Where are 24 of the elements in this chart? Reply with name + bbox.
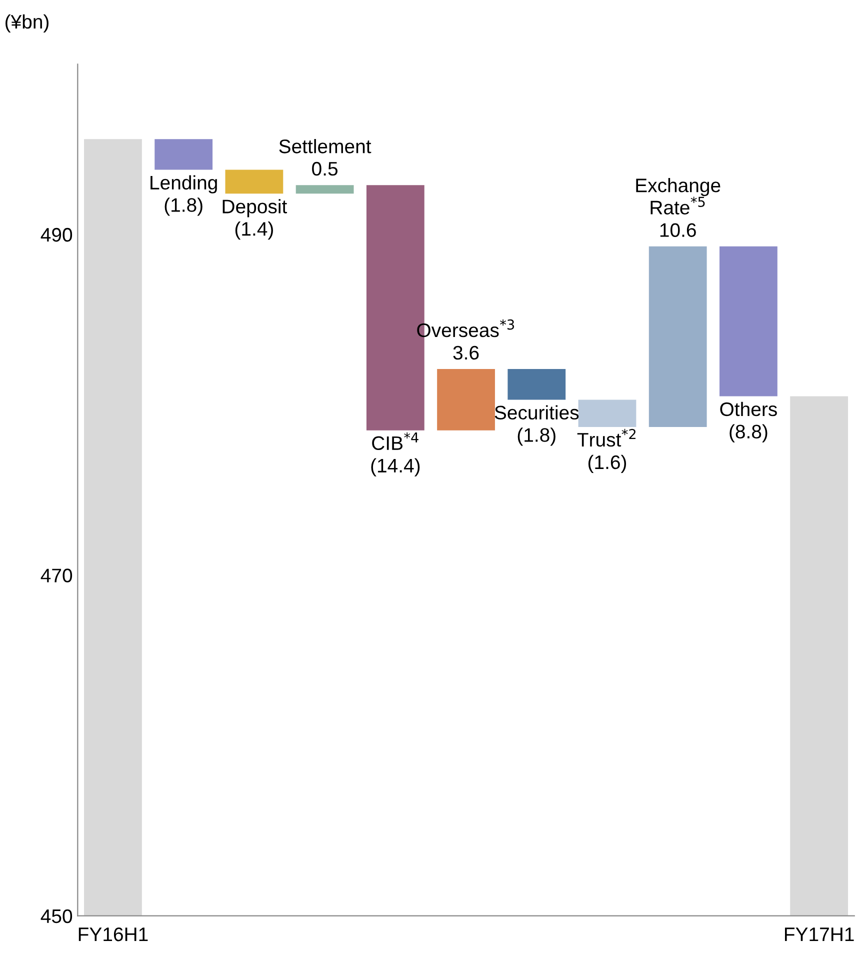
y-tick-label: 470 (40, 568, 72, 582)
bar (508, 369, 566, 400)
x-tick-label: FY17H1 (784, 928, 854, 942)
bar (437, 369, 495, 430)
data-label: Deposit (1.4) (222, 199, 288, 240)
data-label: Exchange Rate$^{*5}$ 10.6 (636, 178, 720, 237)
data-label: Lending (1.8) (150, 175, 217, 216)
bar (296, 185, 354, 194)
data-label: Settlement 0.5 (279, 139, 372, 176)
data-label: Securities (1.8) (494, 405, 579, 446)
bar (790, 396, 848, 916)
y-tick-label: 450 (40, 909, 72, 924)
bar (648, 246, 707, 427)
bar (578, 400, 636, 427)
bar (84, 139, 142, 916)
data-label: CIB$^{*4}$ (14.4) (371, 432, 420, 476)
data-label: Trust$^{*2}$ (1.6) (577, 428, 636, 473)
y-axis-title: (¥bn) (6, 14, 48, 32)
bar (225, 170, 284, 194)
bar (154, 139, 213, 170)
x-tick-label: FY16H1 (78, 927, 148, 942)
y-tick-label: 490 (40, 228, 72, 242)
bar (720, 246, 778, 396)
data-label: Others (8.8) (720, 402, 777, 442)
